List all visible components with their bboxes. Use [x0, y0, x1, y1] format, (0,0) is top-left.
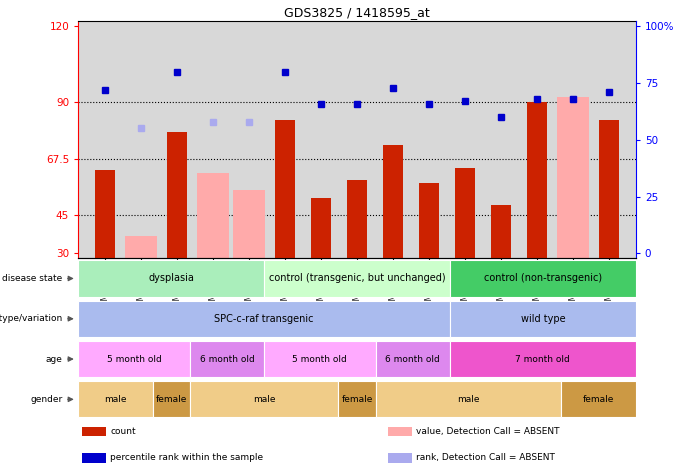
Text: gender: gender — [31, 395, 63, 404]
Text: male: male — [457, 395, 480, 404]
Bar — [388, 453, 412, 463]
Bar — [152, 381, 190, 418]
Bar — [125, 236, 157, 258]
Text: dysplasia: dysplasia — [148, 273, 194, 283]
Text: male: male — [104, 395, 126, 404]
Text: female: female — [583, 395, 614, 404]
Text: male: male — [253, 395, 275, 404]
Bar — [78, 301, 450, 337]
Text: female: female — [341, 395, 373, 404]
Bar — [527, 102, 547, 258]
Text: female: female — [156, 395, 187, 404]
Bar — [562, 381, 636, 418]
Text: 7 month old: 7 month old — [515, 355, 571, 364]
Bar — [190, 381, 339, 418]
Text: wild type: wild type — [521, 314, 565, 324]
Bar — [264, 260, 450, 297]
Text: control (non-transgenic): control (non-transgenic) — [483, 273, 602, 283]
Bar — [197, 173, 229, 258]
Bar — [95, 170, 115, 258]
Bar — [275, 119, 295, 258]
Text: genotype/variation: genotype/variation — [0, 314, 63, 323]
Bar — [78, 341, 190, 377]
Bar — [78, 381, 152, 418]
Bar — [450, 341, 636, 377]
Bar — [82, 453, 106, 463]
Bar — [450, 260, 636, 297]
Bar — [491, 205, 511, 258]
Title: GDS3825 / 1418595_at: GDS3825 / 1418595_at — [284, 6, 430, 19]
Bar — [167, 132, 187, 258]
Bar — [233, 190, 265, 258]
Bar — [383, 145, 403, 258]
Bar — [264, 341, 375, 377]
Bar — [78, 260, 264, 297]
Text: 5 month old: 5 month old — [107, 355, 161, 364]
Text: control (transgenic, but unchanged): control (transgenic, but unchanged) — [269, 273, 445, 283]
Bar — [599, 119, 619, 258]
Bar — [311, 198, 331, 258]
Bar — [455, 168, 475, 258]
Text: percentile rank within the sample: percentile rank within the sample — [110, 453, 263, 462]
Text: 6 month old: 6 month old — [199, 355, 254, 364]
Bar — [375, 381, 562, 418]
Bar — [347, 180, 367, 258]
Bar — [82, 427, 106, 437]
Bar — [450, 301, 636, 337]
Text: 5 month old: 5 month old — [292, 355, 347, 364]
Text: disease state: disease state — [2, 274, 63, 283]
Bar — [339, 381, 375, 418]
Text: value, Detection Call = ABSENT: value, Detection Call = ABSENT — [416, 427, 560, 436]
Text: count: count — [110, 427, 136, 436]
Bar — [557, 97, 589, 258]
Bar — [419, 182, 439, 258]
Bar — [190, 341, 264, 377]
Bar — [388, 427, 412, 437]
Text: age: age — [46, 355, 63, 364]
Text: rank, Detection Call = ABSENT: rank, Detection Call = ABSENT — [416, 453, 555, 462]
Text: 6 month old: 6 month old — [386, 355, 440, 364]
Bar — [375, 341, 450, 377]
Text: SPC-c-raf transgenic: SPC-c-raf transgenic — [214, 314, 313, 324]
